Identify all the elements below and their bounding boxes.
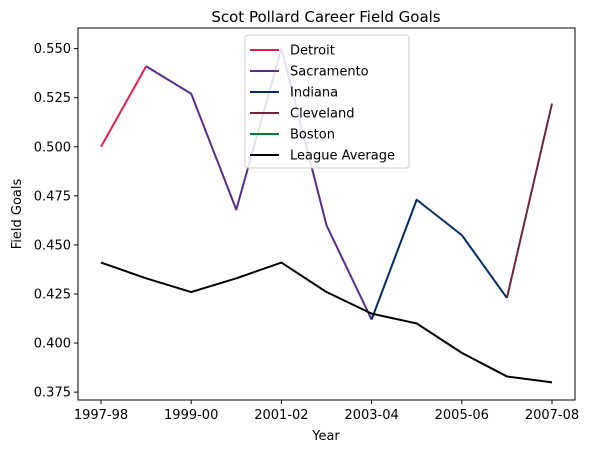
x-tick-label: 2003-04 <box>344 408 398 423</box>
x-tick-label: 2001-02 <box>254 408 308 423</box>
legend-label-indiana: Indiana <box>290 86 338 101</box>
x-tick-label: 1997-98 <box>74 408 128 423</box>
legend-label-sacramento: Sacramento <box>290 65 369 80</box>
y-tick-label: 0.525 <box>34 91 71 106</box>
y-tick-label: 0.400 <box>34 337 71 352</box>
legend-label-league-average: League Average <box>290 149 395 164</box>
x-axis-label: Year <box>311 429 340 444</box>
chart-title: Scot Pollard Career Field Goals <box>211 8 440 26</box>
legend-frame <box>244 34 410 169</box>
x-tick-label: 1999-00 <box>164 408 218 423</box>
series-line-detroit <box>100 65 147 148</box>
legend: Detroit Sacramento Indiana Cleveland Boston L… <box>244 34 410 169</box>
legend-label-detroit: Detroit <box>290 44 335 59</box>
x-tick-label: 2005-06 <box>435 408 489 423</box>
y-tick-label: 0.475 <box>34 189 71 204</box>
series-line-indiana <box>370 198 508 320</box>
y-axis-label: Field Goals <box>10 179 25 250</box>
y-tick-label: 0.425 <box>34 287 71 302</box>
axis-ticks: 0.375 0.400 0.425 0.450 0.475 0.500 0.525 0.550… <box>34 42 579 423</box>
series-line-cleveland <box>505 103 553 299</box>
y-tick-label: 0.375 <box>34 386 71 401</box>
y-tick-label: 0.550 <box>34 42 71 57</box>
series-line-league-average <box>100 261 553 384</box>
y-tick-label: 0.500 <box>34 140 71 155</box>
legend-label-cleveland: Cleveland <box>290 107 354 122</box>
y-tick-label: 0.450 <box>34 238 71 253</box>
plot-area-frame <box>77 27 576 401</box>
x-tick-label: 2007-08 <box>525 408 579 423</box>
legend-label-boston: Boston <box>290 128 335 143</box>
